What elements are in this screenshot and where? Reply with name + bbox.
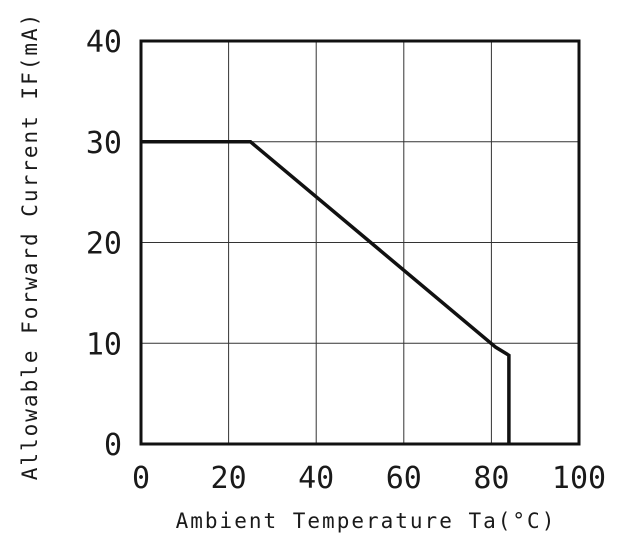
derating-curve-line <box>141 140 511 444</box>
x-tick-label: 100 <box>552 461 606 496</box>
y-tick-label: 0 <box>104 428 122 463</box>
x-tick-label: 80 <box>473 461 509 496</box>
x-tick-labels: 0 20 40 60 80 100 <box>132 461 606 496</box>
plot-frame <box>139 39 581 446</box>
y-tick-label: 20 <box>86 227 122 262</box>
x-tick-label: 40 <box>298 461 334 496</box>
y-tick-label: 10 <box>86 327 122 362</box>
y-tick-label: 30 <box>86 126 122 161</box>
series-layer <box>141 140 511 444</box>
y-tick-label: 40 <box>86 25 122 60</box>
x-axis-title: Ambient Temperature Ta(°C) <box>176 509 557 533</box>
grid <box>141 41 579 444</box>
x-tick-label: 20 <box>211 461 247 496</box>
x-tick-label: 0 <box>132 461 150 496</box>
y-tick-labels: 0 10 20 30 40 <box>86 25 122 463</box>
x-tick-label: 60 <box>386 461 422 496</box>
y-axis-title: Allowable Forward Current IF(mA) <box>18 12 42 481</box>
